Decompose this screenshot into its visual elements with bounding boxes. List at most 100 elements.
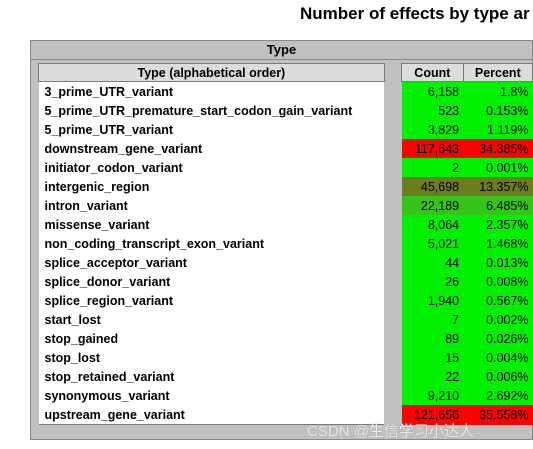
- cell-percent: 2.692%: [463, 386, 533, 405]
- cell-percent: 0.002%: [463, 310, 533, 329]
- cell-count: 2: [401, 158, 464, 177]
- cell-gap: [384, 272, 402, 291]
- cell-count: 89: [401, 329, 464, 348]
- cell-type: stop_lost: [38, 348, 385, 367]
- cell-percent: 1.468%: [463, 234, 533, 253]
- cell-type: downstream_gene_variant: [38, 139, 385, 158]
- cell-percent: 1.119%: [463, 120, 533, 139]
- table-row: intron_variant 22,189 6.485%: [38, 196, 533, 215]
- table-row: 5_prime_UTR_variant 3,829 1.119%: [38, 120, 533, 139]
- cell-count: 15: [401, 348, 464, 367]
- cell-count: 44: [401, 253, 464, 272]
- cell-gap: [384, 329, 402, 348]
- table-row: upstream_gene_variant 121,656 35.558%: [38, 405, 533, 425]
- table-row: 5_prime_UTR_premature_start_codon_gain_v…: [38, 101, 533, 120]
- cell-gap: [384, 348, 402, 367]
- cell-percent: 2.357%: [463, 215, 533, 234]
- cell-percent: 0.013%: [463, 253, 533, 272]
- cell-gap: [384, 215, 402, 234]
- table-row: stop_retained_variant 22 0.006%: [38, 367, 533, 386]
- cell-count: 121,656: [401, 405, 464, 425]
- cell-gap: [384, 139, 402, 158]
- column-header-type: Type (alphabetical order): [38, 63, 385, 82]
- column-header-count: Count: [401, 63, 464, 82]
- table-row: synonymous_variant 9,210 2.692%: [38, 386, 533, 405]
- table-body: 3_prime_UTR_variant 6,158 1.8% 5_prime_UTR_…: [38, 81, 533, 425]
- cell-gap: [384, 120, 402, 139]
- table-row: 3_prime_UTR_variant 6,158 1.8%: [38, 81, 533, 101]
- cell-percent: 0.026%: [463, 329, 533, 348]
- cell-type: splice_region_variant: [38, 291, 385, 310]
- cell-type: splice_donor_variant: [38, 272, 385, 291]
- cell-type: stop_retained_variant: [38, 367, 385, 386]
- table-row: start_lost 7 0.002%: [38, 310, 533, 329]
- cell-type: 5_prime_UTR_variant: [38, 120, 385, 139]
- cell-count: 8,064: [401, 215, 464, 234]
- cell-type: synonymous_variant: [38, 386, 385, 405]
- cell-percent: 0.004%: [463, 348, 533, 367]
- cell-type: initiator_codon_variant: [38, 158, 385, 177]
- cell-count: 9,210: [401, 386, 464, 405]
- table-row: stop_lost 15 0.004%: [38, 348, 533, 367]
- column-gap: [384, 63, 402, 82]
- cell-gap: [384, 253, 402, 272]
- panel-header: Type: [31, 41, 532, 60]
- table-row: intergenic_region 45,698 13.357%: [38, 177, 533, 196]
- cell-type: 3_prime_UTR_variant: [38, 81, 385, 101]
- cell-percent: 1.8%: [463, 81, 533, 101]
- effects-table-panel: Type Type (alphabetical order) Count Per…: [30, 40, 533, 440]
- table-row: splice_acceptor_variant 44 0.013%: [38, 253, 533, 272]
- cell-percent: 35.558%: [463, 405, 533, 425]
- column-header-percent: Percent: [462, 63, 533, 82]
- cell-count: 3,829: [401, 120, 464, 139]
- cell-type: intergenic_region: [38, 177, 385, 196]
- cell-percent: 34.385%: [463, 139, 533, 158]
- cell-type: start_lost: [38, 310, 385, 329]
- cell-count: 117,643: [401, 139, 464, 158]
- cell-gap: [384, 291, 402, 310]
- cell-gap: [384, 367, 402, 386]
- cell-gap: [384, 177, 402, 196]
- cell-type: 5_prime_UTR_premature_start_codon_gain_v…: [38, 101, 385, 120]
- cell-gap: [384, 405, 402, 425]
- cell-count: 26: [401, 272, 464, 291]
- cell-type: stop_gained: [38, 329, 385, 348]
- cell-gap: [384, 234, 402, 253]
- cell-type: intron_variant: [38, 196, 385, 215]
- cell-gap: [384, 81, 402, 101]
- cell-count: 7: [401, 310, 464, 329]
- cell-percent: 0.008%: [463, 272, 533, 291]
- cell-count: 6,158: [401, 81, 464, 101]
- table-row: splice_donor_variant 26 0.008%: [38, 272, 533, 291]
- cell-gap: [384, 310, 402, 329]
- table-row: downstream_gene_variant 117,643 34.385%: [38, 139, 533, 158]
- watermark: CSDN @生信学习小达人: [307, 423, 474, 440]
- cell-percent: 0.006%: [463, 367, 533, 386]
- cell-type: missense_variant: [38, 215, 385, 234]
- cell-gap: [384, 386, 402, 405]
- cell-percent: 13.357%: [463, 177, 533, 196]
- cell-count: 45,698: [401, 177, 464, 196]
- table-row: splice_region_variant 1,940 0.567%: [38, 291, 533, 310]
- cell-count: 22: [401, 367, 464, 386]
- cell-count: 22,189: [401, 196, 464, 215]
- cell-percent: 0.153%: [463, 101, 533, 120]
- table-row: non_coding_transcript_exon_variant 5,021 1…: [38, 234, 533, 253]
- cell-count: 1,940: [401, 291, 464, 310]
- table-row: initiator_codon_variant 2 0.001%: [38, 158, 533, 177]
- cell-gap: [384, 196, 402, 215]
- page-title: Number of effects by type ar: [300, 4, 530, 23]
- table-row: missense_variant 8,064 2.357%: [38, 215, 533, 234]
- table-header-row: Type (alphabetical order) Count Percent: [38, 63, 533, 82]
- effects-table: Type (alphabetical order) Count Percent …: [38, 63, 533, 425]
- cell-percent: 0.001%: [463, 158, 533, 177]
- cell-type: upstream_gene_variant: [38, 405, 385, 425]
- cell-type: non_coding_transcript_exon_variant: [38, 234, 385, 253]
- cell-gap: [384, 101, 402, 120]
- cell-percent: 6.485%: [463, 196, 533, 215]
- cell-count: 523: [401, 101, 464, 120]
- cell-type: splice_acceptor_variant: [38, 253, 385, 272]
- table-row: stop_gained 89 0.026%: [38, 329, 533, 348]
- cell-count: 5,021: [401, 234, 464, 253]
- cell-gap: [384, 158, 402, 177]
